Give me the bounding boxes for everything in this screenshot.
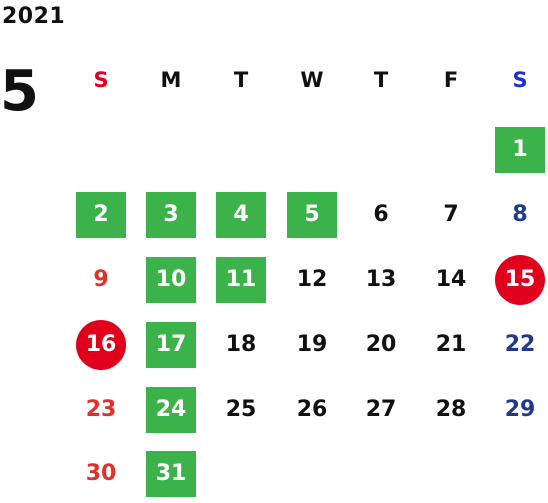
calendar-day[interactable]: 20 [365, 332, 397, 357]
calendar-day[interactable]: 29 [504, 397, 536, 422]
calendar-day[interactable]: 25 [225, 397, 257, 422]
calendar-day[interactable]: 5 [287, 192, 337, 238]
calendar-year: 2021 [2, 4, 66, 29]
calendar-day[interactable]: 28 [435, 397, 467, 422]
calendar-day[interactable]: 21 [435, 332, 467, 357]
calendar-day[interactable]: 10 [146, 257, 196, 303]
calendar-day[interactable]: 26 [296, 397, 328, 422]
calendar-day[interactable]: 23 [85, 397, 117, 422]
calendar-day[interactable]: 31 [146, 451, 196, 497]
calendar-day[interactable]: 4 [216, 192, 266, 238]
weekday-friday: F [443, 68, 459, 92]
calendar-day[interactable]: 22 [504, 332, 536, 357]
calendar-day[interactable]: 18 [225, 332, 257, 357]
calendar-day[interactable]: 3 [146, 192, 196, 238]
weekday-wednesday: W [300, 68, 324, 92]
calendar-day[interactable]: 14 [435, 267, 467, 292]
weekday-sunday: S [93, 68, 109, 92]
calendar-day[interactable]: 11 [216, 257, 266, 303]
calendar-month: 5 [0, 59, 39, 124]
calendar-day[interactable]: 2 [76, 192, 126, 238]
calendar-day[interactable]: 30 [85, 461, 117, 486]
calendar-day[interactable]: 1 [495, 127, 545, 173]
calendar-day[interactable]: 16 [76, 320, 126, 370]
calendar-day[interactable]: 19 [296, 332, 328, 357]
calendar-day[interactable]: 15 [495, 255, 545, 305]
calendar-day[interactable]: 17 [146, 322, 196, 368]
calendar-day[interactable]: 8 [512, 202, 528, 227]
calendar-day[interactable]: 6 [373, 202, 389, 227]
calendar-day[interactable]: 7 [443, 202, 459, 227]
calendar-day[interactable]: 27 [365, 397, 397, 422]
weekday-saturday: S [512, 68, 528, 92]
weekday-tuesday: T [233, 68, 249, 92]
weekday-thursday: T [373, 68, 389, 92]
calendar-day[interactable]: 9 [93, 267, 109, 292]
calendar-day[interactable]: 24 [146, 387, 196, 433]
weekday-monday: M [160, 68, 182, 92]
calendar-day[interactable]: 12 [296, 267, 328, 292]
calendar-day[interactable]: 13 [365, 267, 397, 292]
